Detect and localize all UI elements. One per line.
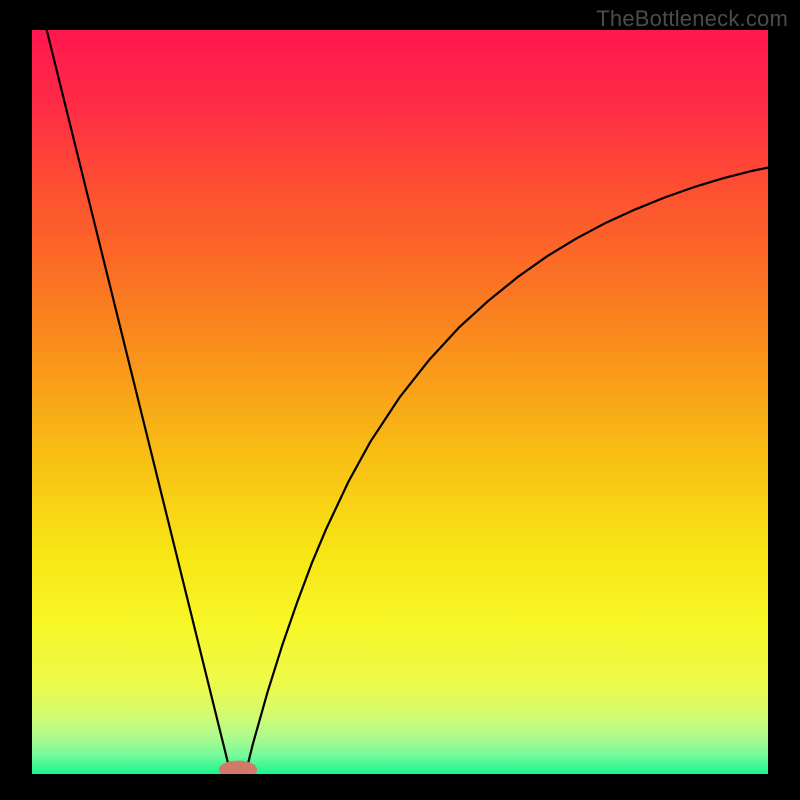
plot-area [32,30,768,774]
chart-frame: TheBottleneck.com [0,0,800,800]
gradient-background [32,30,768,774]
watermark-text: TheBottleneck.com [596,6,788,32]
